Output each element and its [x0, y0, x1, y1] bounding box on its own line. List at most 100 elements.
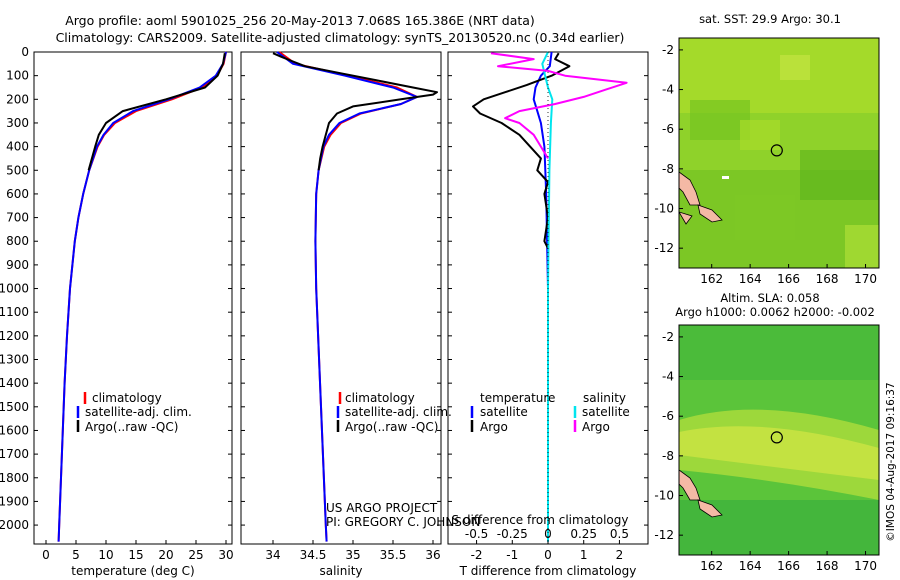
- temperature-x-tick-label: 30: [218, 548, 233, 562]
- project-label: US ARGO PROJECT: [326, 501, 438, 515]
- sst-map-y-tick-label: -4: [662, 83, 674, 97]
- depth-tick-label: 1900: [0, 494, 29, 508]
- difference-s-tick-label: 0.25: [570, 527, 597, 541]
- difference-x-tick-label: 0: [544, 548, 552, 562]
- temperature-legend: climatology satellite-adj. clim. Argo(..…: [76, 391, 192, 434]
- sst-map-x-tick-label: 162: [700, 272, 723, 286]
- temperature-x-tick-label: 0: [42, 548, 50, 562]
- temperature-axis-label: temperature (deg C): [71, 564, 194, 578]
- difference-legend: temperature satellite Argo salinity sate…: [470, 391, 630, 434]
- legend-climatology-label: climatology: [92, 391, 162, 405]
- depth-tick-label: 1800: [0, 471, 29, 485]
- salinity-series-satellite-adj-clim-: [276, 51, 418, 542]
- depth-tick-label: 600: [6, 187, 29, 201]
- sla-map-y-tick-label: -2: [662, 330, 674, 344]
- sst-map-y-tick-label: -10: [654, 202, 674, 216]
- depth-tick-label: 1300: [0, 353, 29, 367]
- temperature-x-tick-label: 25: [188, 548, 203, 562]
- legend-argo-label: Argo(..raw -QC): [345, 420, 438, 434]
- sla-map-y-tick-label: -10: [654, 489, 674, 503]
- temperature-x-tick-label: 20: [158, 548, 173, 562]
- legend-climatology-label: climatology: [345, 391, 415, 405]
- salinity-x-tick-label: 34.5: [300, 548, 327, 562]
- legend-salinity-title: salinity: [583, 391, 626, 405]
- sst-map-y-tick-label: -2: [662, 43, 674, 57]
- depth-tick-label: 1600: [0, 423, 29, 437]
- difference-series-group: [472, 51, 628, 542]
- sst-map-x-tick-label: 168: [816, 272, 839, 286]
- sst-map-y-tick-label: -12: [654, 241, 674, 255]
- sla-map-x-tick-label: 164: [739, 559, 762, 573]
- salinity-series-climatology: [278, 51, 418, 542]
- difference-series-salinity-argo: [490, 52, 628, 159]
- depth-tick-label: 800: [6, 234, 29, 248]
- legend-s-satellite-label: satellite: [582, 405, 630, 419]
- sla-map-subtitle: Argo h1000: 0.0062 h2000: -0.002: [675, 305, 875, 319]
- difference-x-tick-label: -1: [506, 548, 518, 562]
- salinity-panel-frame: [240, 51, 442, 545]
- difference-s-tick-label: -0.25: [497, 527, 528, 541]
- sla-map-frame: [678, 324, 880, 556]
- depth-tick-label: 700: [6, 211, 29, 225]
- s-difference-axis-label: S difference from climatology: [452, 513, 629, 527]
- sst-map-y-tick-label: -8: [662, 162, 674, 176]
- sla-map-x-tick-label: 162: [700, 559, 723, 573]
- depth-axis: 0 100 200 300 400 500 600 700 800 900 1000 1100 1200…: [0, 45, 648, 532]
- legend-satellite-label: satellite-adj. clim.: [345, 405, 452, 419]
- sst-map-frame: [678, 37, 880, 269]
- sla-map-y-tick-label: -6: [662, 409, 674, 423]
- sla-map-x-tick-label: 168: [816, 559, 839, 573]
- sst-map-x-tick-label: 164: [739, 272, 762, 286]
- sst-map-y-tick-label: -6: [662, 122, 674, 136]
- salinity-series-group: [272, 51, 438, 542]
- salinity-legend: climatology satellite-adj. clim. Argo(..…: [336, 391, 452, 434]
- sst-map-float-marker: [770, 144, 783, 157]
- depth-tick-label: 1400: [0, 376, 29, 390]
- imos-credit: ©IMOS 04-Aug-2017 09:16:37: [885, 382, 897, 541]
- legend-t-argo-label: Argo: [480, 420, 508, 434]
- depth-tick-label: 900: [6, 258, 29, 272]
- sla-map-title: Altim. SLA: 0.058: [720, 291, 819, 305]
- depth-tick-label: 400: [6, 140, 29, 154]
- sst-map-axes: 162 164 166 168 170 -2 -4 -6 -8 -10 -12: [654, 43, 877, 286]
- sst-map-x-tick-label: 170: [854, 272, 877, 286]
- difference-x-tick-label: -2: [471, 548, 483, 562]
- depth-tick-label: 2000: [0, 518, 29, 532]
- depth-tick-label: 1200: [0, 329, 29, 343]
- legend-t-satellite-label: satellite: [480, 405, 528, 419]
- sla-map-x-tick-label: 166: [777, 559, 800, 573]
- salinity-x-tick-label: 34: [265, 548, 280, 562]
- difference-s-tick-label: 0.5: [610, 527, 629, 541]
- sla-map-field: [679, 325, 879, 555]
- difference-x-tick-label: 1: [580, 548, 588, 562]
- sla-map-axes: 162 164 166 168 170 -2 -4 -6 -8 -10 -12: [654, 330, 877, 573]
- temperature-series-climatology: [57, 51, 227, 542]
- legend-temperature-title: temperature: [480, 391, 555, 405]
- sla-map-y-tick-label: -12: [654, 528, 674, 542]
- difference-x-tick-label: 2: [616, 548, 624, 562]
- depth-tick-label: 200: [6, 92, 29, 106]
- depth-tick-label: 1100: [0, 305, 29, 319]
- depth-tick-label: 1000: [0, 282, 29, 296]
- difference-series-salinity-satellite: [541, 51, 554, 542]
- salinity-series-argo-raw-qc-: [272, 52, 438, 171]
- temperature-series-argo-raw-qc-: [87, 53, 226, 171]
- sla-map-y-tick-label: -4: [662, 370, 674, 384]
- header-line-2: Climatology: CARS2009. Satellite-adjuste…: [56, 30, 625, 45]
- temperature-panel-frame: [33, 51, 233, 545]
- depth-tick-label: 1700: [0, 447, 29, 461]
- legend-s-argo-label: Argo: [582, 420, 610, 434]
- difference-s-tick-label: -0.5: [465, 527, 488, 541]
- legend-argo-label: Argo(..raw -QC): [85, 420, 178, 434]
- sst-map-title: sat. SST: 29.9 Argo: 30.1: [699, 12, 841, 26]
- header-line-1: Argo profile: aoml 5901025_256 20-May-20…: [65, 13, 535, 28]
- temperature-x-tick-label: 15: [128, 548, 143, 562]
- sst-map-field: [679, 38, 879, 268]
- temperature-x-tick-label: 10: [98, 548, 113, 562]
- x-axis-ticks: 0 5 10 15 20 25 30 34 34.5 35 35.5 36 -2 -1 0 1 2 -0.5 -0.…: [42, 52, 629, 562]
- depth-tick-label: 1500: [0, 400, 29, 414]
- depth-tick-label: 500: [6, 163, 29, 177]
- temperature-series-satellite-adj-clim-: [57, 51, 227, 542]
- salinity-axis-label: salinity: [319, 564, 362, 578]
